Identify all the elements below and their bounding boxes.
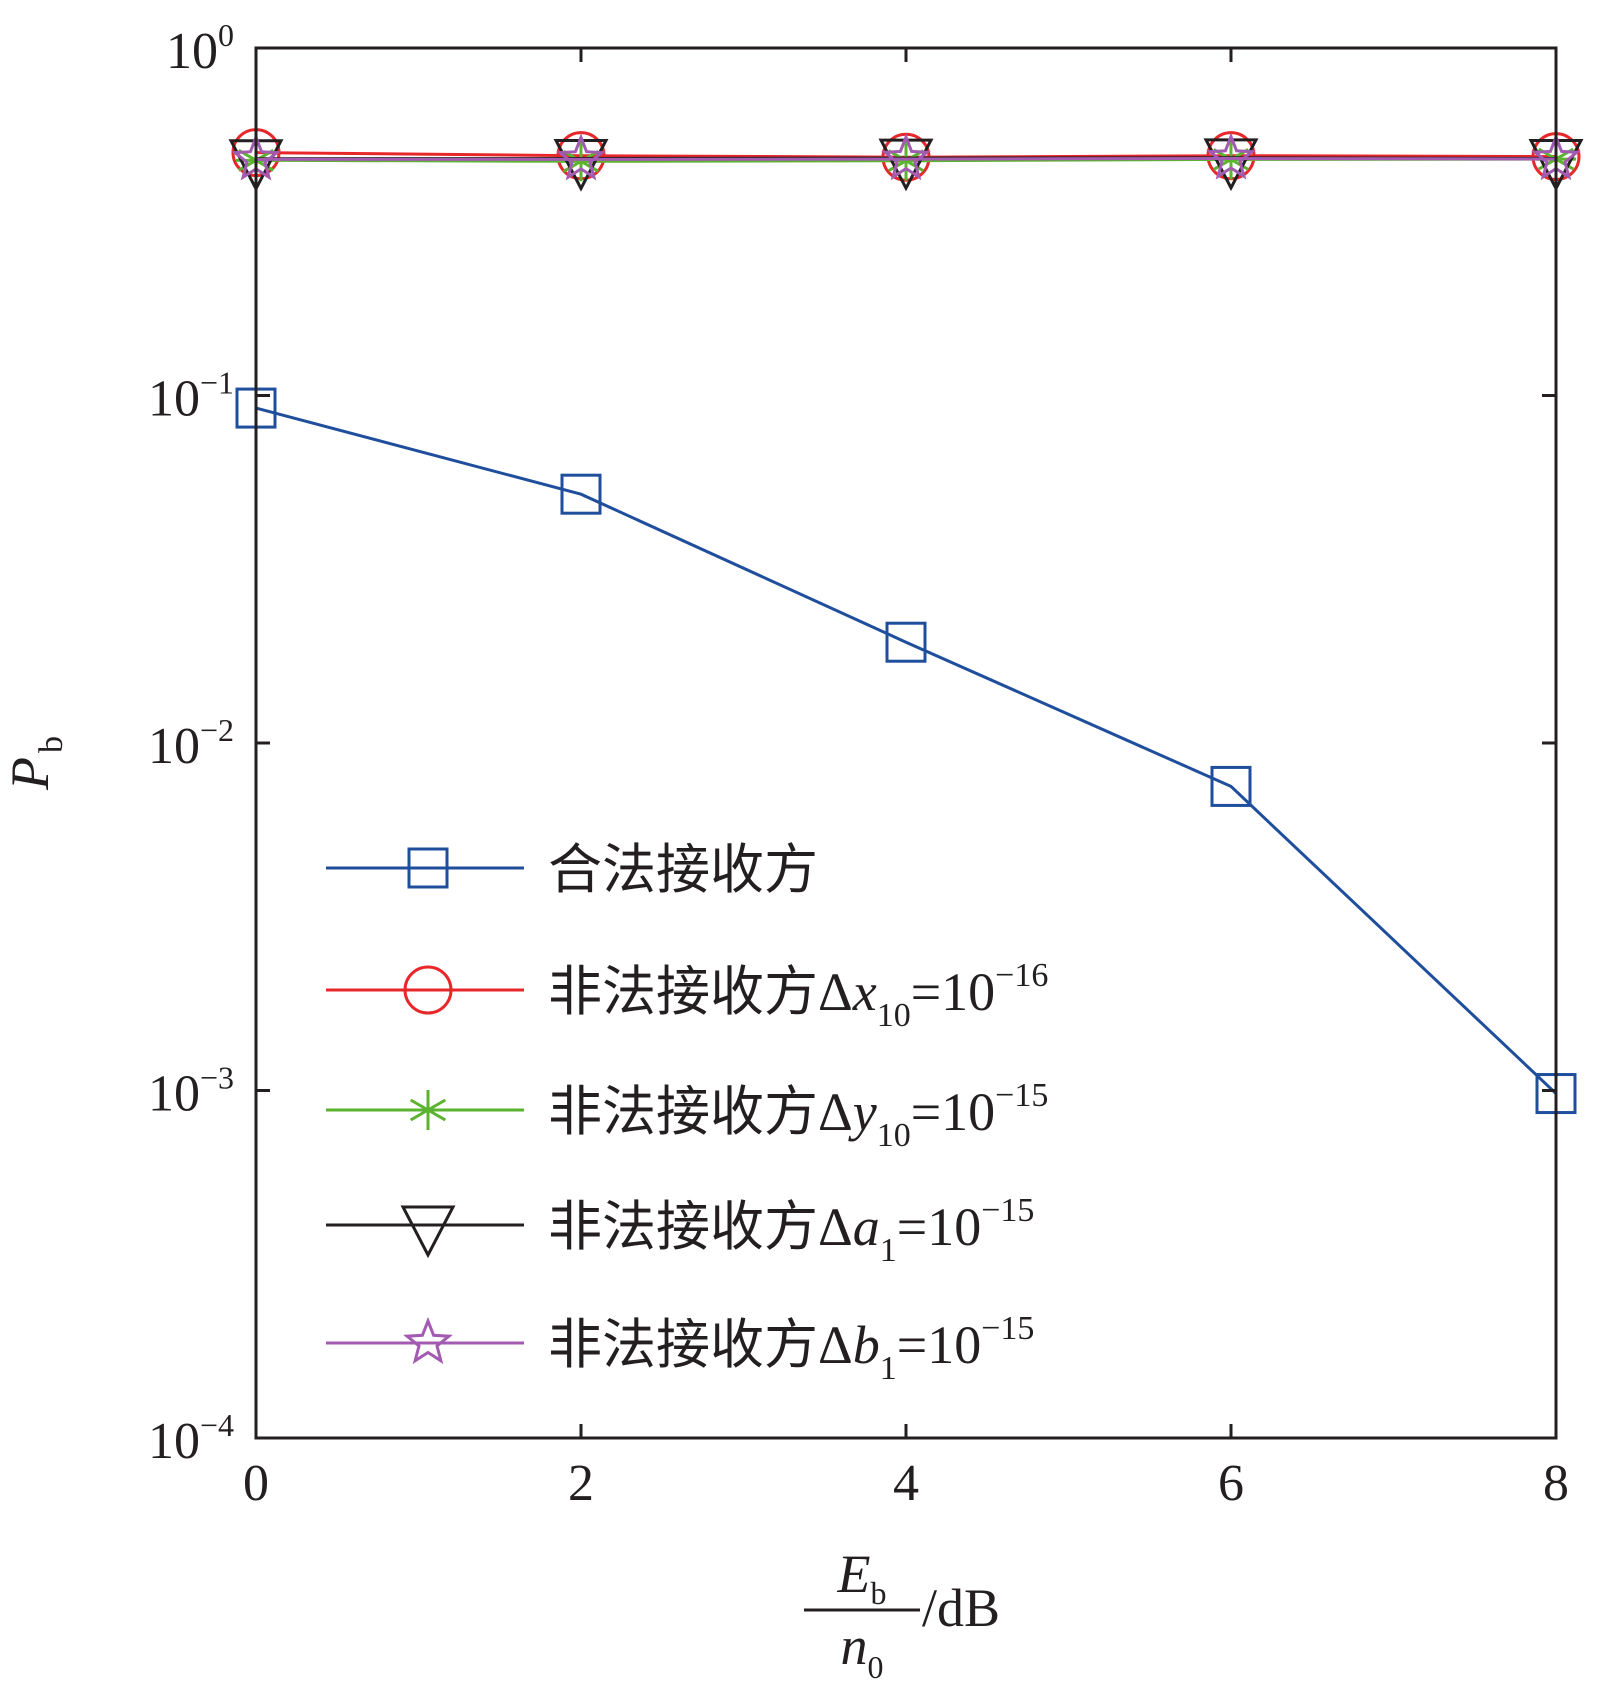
series-0 [235, 387, 1577, 1115]
legend-item: 非法接收方Δx10=10−16 [326, 957, 1048, 1034]
legend-label: 非法接收方Δb1=10−15 [548, 1310, 1034, 1387]
data-point [885, 621, 927, 663]
legend-label: 非法接收方Δa1=10−15 [548, 1192, 1034, 1269]
legend-label: 非法接收方Δx10=10−16 [548, 957, 1048, 1034]
legend-item: 合法接收方 [326, 840, 818, 900]
x-axis-label-denominator: n0 [841, 1616, 884, 1685]
data-point [1210, 765, 1252, 807]
legend-swatch-marker [408, 1090, 448, 1130]
data-point [881, 132, 931, 181]
legend-swatch-marker [400, 1205, 456, 1259]
legend-item: 非法接收方Δa1=10−15 [326, 1192, 1034, 1269]
series-layer [228, 128, 1584, 1115]
x-tick-label: 8 [1543, 1455, 1569, 1512]
data-point [560, 473, 602, 515]
x-tick-label: 2 [568, 1455, 594, 1512]
y-tick-label: 10−1 [148, 365, 234, 428]
legend-label: 合法接收方 [548, 840, 818, 900]
y-tick-label: 100 [166, 17, 234, 80]
x-tick-label: 6 [1218, 1455, 1244, 1512]
series-line [255, 406, 1558, 1095]
legend-label: 非法接收方Δy10=10−15 [548, 1077, 1048, 1154]
legend-swatch-marker [407, 847, 449, 889]
data-point [1206, 132, 1256, 180]
x-axis-label-numerator: Eb [837, 1544, 887, 1611]
legend-swatch-marker [403, 965, 453, 1015]
y-tick-label: 10−4 [148, 1407, 234, 1470]
series-line [256, 156, 1557, 161]
legend-swatch-marker [403, 1316, 453, 1365]
x-axis-label-unit: /dB [922, 1578, 1000, 1638]
legend-item: 非法接收方Δy10=10−15 [326, 1077, 1048, 1154]
x-tick-label: 0 [243, 1455, 269, 1512]
series-4 [231, 132, 1581, 181]
y-tick-label: 10−3 [148, 1060, 234, 1123]
y-axis-label: Pb [0, 736, 70, 791]
legend-item: 非法接收方Δb1=10−15 [326, 1310, 1034, 1387]
data-point [556, 133, 606, 181]
y-tick-label: 10−2 [148, 712, 234, 775]
x-tick-label: 4 [893, 1455, 919, 1512]
